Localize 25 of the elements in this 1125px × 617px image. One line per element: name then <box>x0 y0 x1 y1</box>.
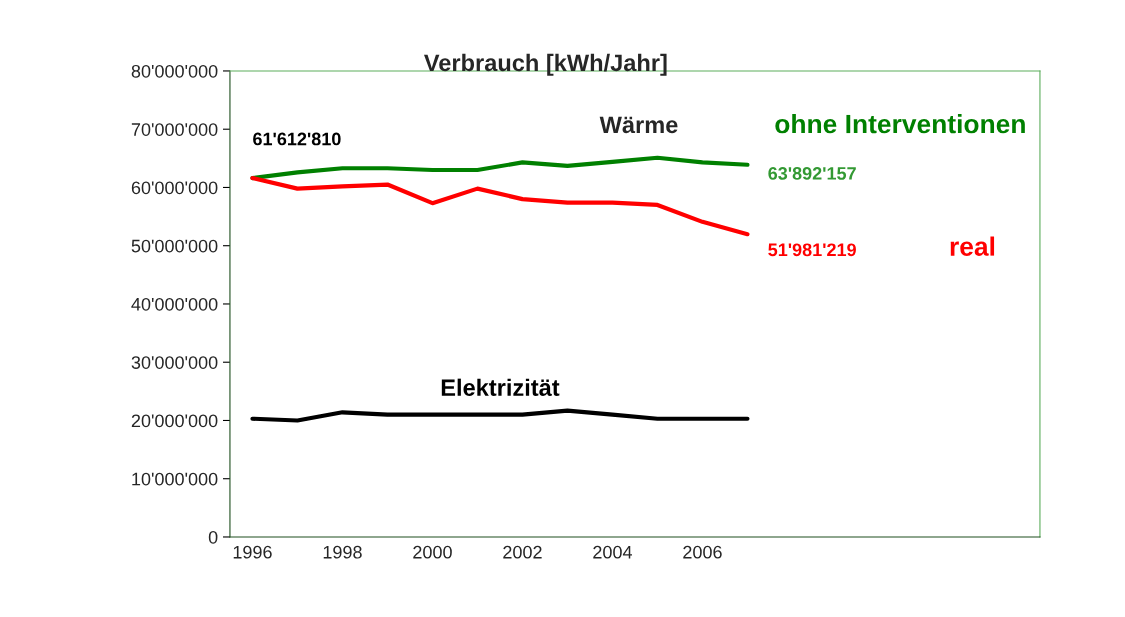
y-tick-label: 10'000'000 <box>132 472 218 486</box>
y-tick-label: 50'000'000 <box>131 239 218 253</box>
annotation: 63'892'157 <box>768 167 856 180</box>
annotation: 51'981'219 <box>768 243 856 257</box>
y-tick-label: 20'000'000 <box>131 414 218 428</box>
x-tick-label: 2006 <box>683 545 722 559</box>
x-tick-label: 2000 <box>413 545 452 559</box>
line-series <box>250 408 750 423</box>
annotation: Wärme <box>599 116 678 134</box>
series-label: Elektrizität <box>441 378 560 396</box>
y-tick-label: 80'000'000 <box>131 64 218 78</box>
y-tick-label: 0 <box>208 530 218 544</box>
y-tick-label: 30'000'000 <box>131 356 218 369</box>
y-tick-label: 60'000'000 <box>131 181 218 195</box>
annotation: 61'612'810 <box>253 132 341 146</box>
x-tick-label: 1996 <box>233 545 272 559</box>
x-tick-label: 1998 <box>323 545 362 559</box>
y-tick-label: 40'000'000 <box>131 297 218 311</box>
y-tick-label: 70'000'000 <box>131 123 218 136</box>
x-tick-label: 2004 <box>593 545 633 559</box>
text: real <box>950 236 995 256</box>
chart-title: Verbrauch [kWh/Jahr] <box>423 53 667 76</box>
line-series <box>250 175 750 237</box>
x-tick-label: 2002 <box>503 545 542 559</box>
series-label: ohne Interventionen <box>775 113 1025 134</box>
